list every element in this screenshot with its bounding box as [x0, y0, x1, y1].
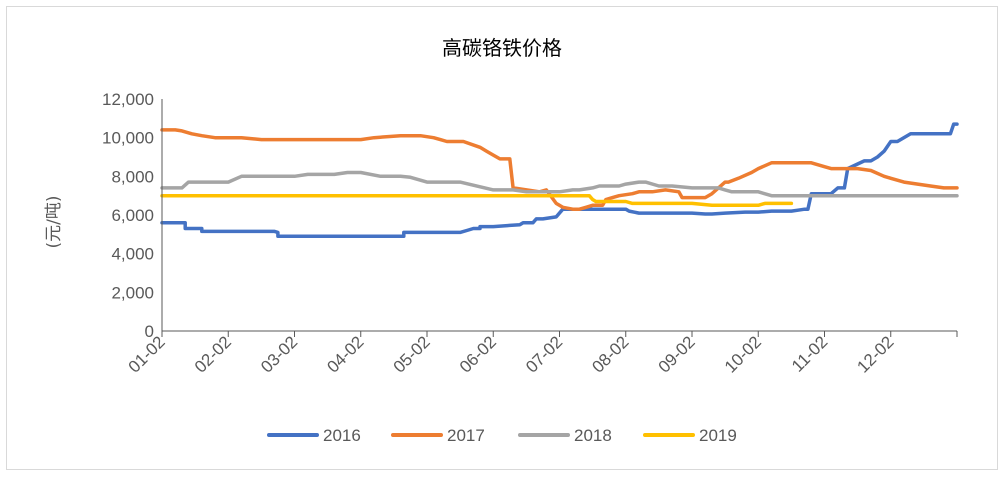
x-tick-label: 02-02	[191, 332, 235, 376]
x-tick-label: 09-02	[655, 332, 699, 376]
series-lines	[160, 122, 959, 239]
y-axis-ticks: 0 2,000 4,000 6,000 8,000 10,000 12,000	[102, 90, 154, 341]
axes	[161, 99, 957, 332]
y-tick-label: 8,000	[111, 167, 154, 186]
legend-label-2018: 2018	[574, 426, 612, 445]
x-tick-label: 06-02	[456, 332, 500, 376]
y-tick-label: 2,000	[111, 283, 154, 302]
y-tick-label: 0	[145, 322, 154, 341]
x-axis-ticks: 01-02 02-02 03-02 04-02 05-02 06-02 07-02 08-02…	[125, 331, 958, 377]
y-tick-label: 4,000	[111, 245, 154, 264]
x-tick-label: 11-02	[788, 332, 831, 375]
chart-frame: 高碳铬铁价格 (元/吨) 0 2,000 4,000 6,000 8,000 10,000…	[6, 6, 998, 470]
x-tick-label: 03-02	[257, 332, 301, 376]
y-tick-label: 6,000	[111, 206, 154, 225]
y-axis-label: (元/吨)	[44, 196, 64, 249]
series-line-2019	[160, 193, 794, 208]
x-tick-label: 04-02	[323, 332, 367, 376]
y-tick-label: 12,000	[102, 90, 154, 109]
series-line-2017	[160, 128, 959, 211]
y-tick-label: 10,000	[102, 129, 154, 148]
legend-label-2017: 2017	[447, 426, 485, 445]
line-chart: 高碳铬铁价格 (元/吨) 0 2,000 4,000 6,000 8,000 10,000…	[44, 36, 959, 445]
x-tick-label: 08-02	[588, 332, 632, 376]
series-line-2016	[160, 122, 959, 239]
x-tick-label: 10-02	[721, 332, 765, 376]
x-tick-label: 12-02	[853, 332, 897, 376]
series-line-2018	[160, 170, 959, 198]
legend-label-2016: 2016	[323, 426, 361, 445]
x-tick-label: 05-02	[390, 332, 434, 376]
x-tick-label: 07-02	[522, 332, 566, 376]
legend-label-2019: 2019	[699, 426, 737, 445]
legend: 2016 2017 2018 2019	[267, 426, 737, 445]
chart-title: 高碳铬铁价格	[442, 36, 562, 60]
